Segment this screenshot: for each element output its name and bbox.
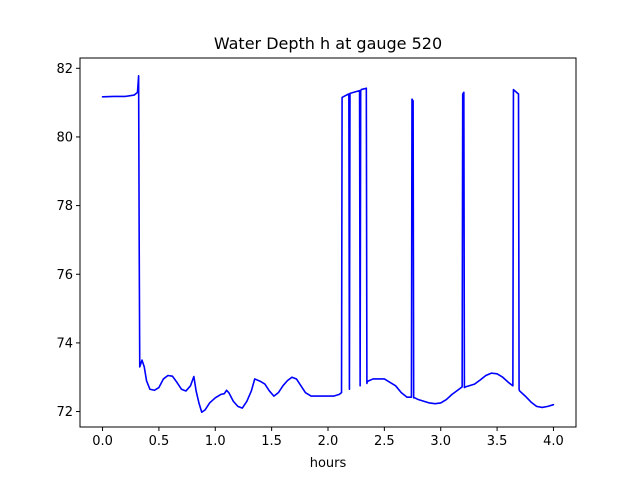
x-tick-label: 4.0 [543,434,564,449]
y-tick-label: 74 [56,336,73,351]
y-tick-label: 78 [56,199,73,214]
chart-title: Water Depth h at gauge 520 [214,34,442,53]
x-tick-label: 0.5 [149,434,170,449]
x-tick-label: 2.5 [374,434,395,449]
x-tick-label: 2.0 [318,434,339,449]
y-tick-label: 80 [56,130,73,145]
series-line-0 [101,75,555,414]
x-tick-label: 0.0 [92,434,113,449]
y-tick-label: 72 [56,405,73,420]
x-tick-label: 3.5 [487,434,508,449]
y-tick-label: 82 [56,62,73,77]
x-tick-label: 1.5 [261,434,282,449]
y-tick-label: 76 [56,268,73,283]
plot-area: 0.0 0.5 1.0 1.5 2.0 2.5 3.0 3.5 4.0 72 74 76 78 80 82 [56,57,577,449]
x-axis-title: hours [310,456,347,471]
x-tick-label: 1.0 [205,434,226,449]
x-tick-label: 3.0 [430,434,451,449]
